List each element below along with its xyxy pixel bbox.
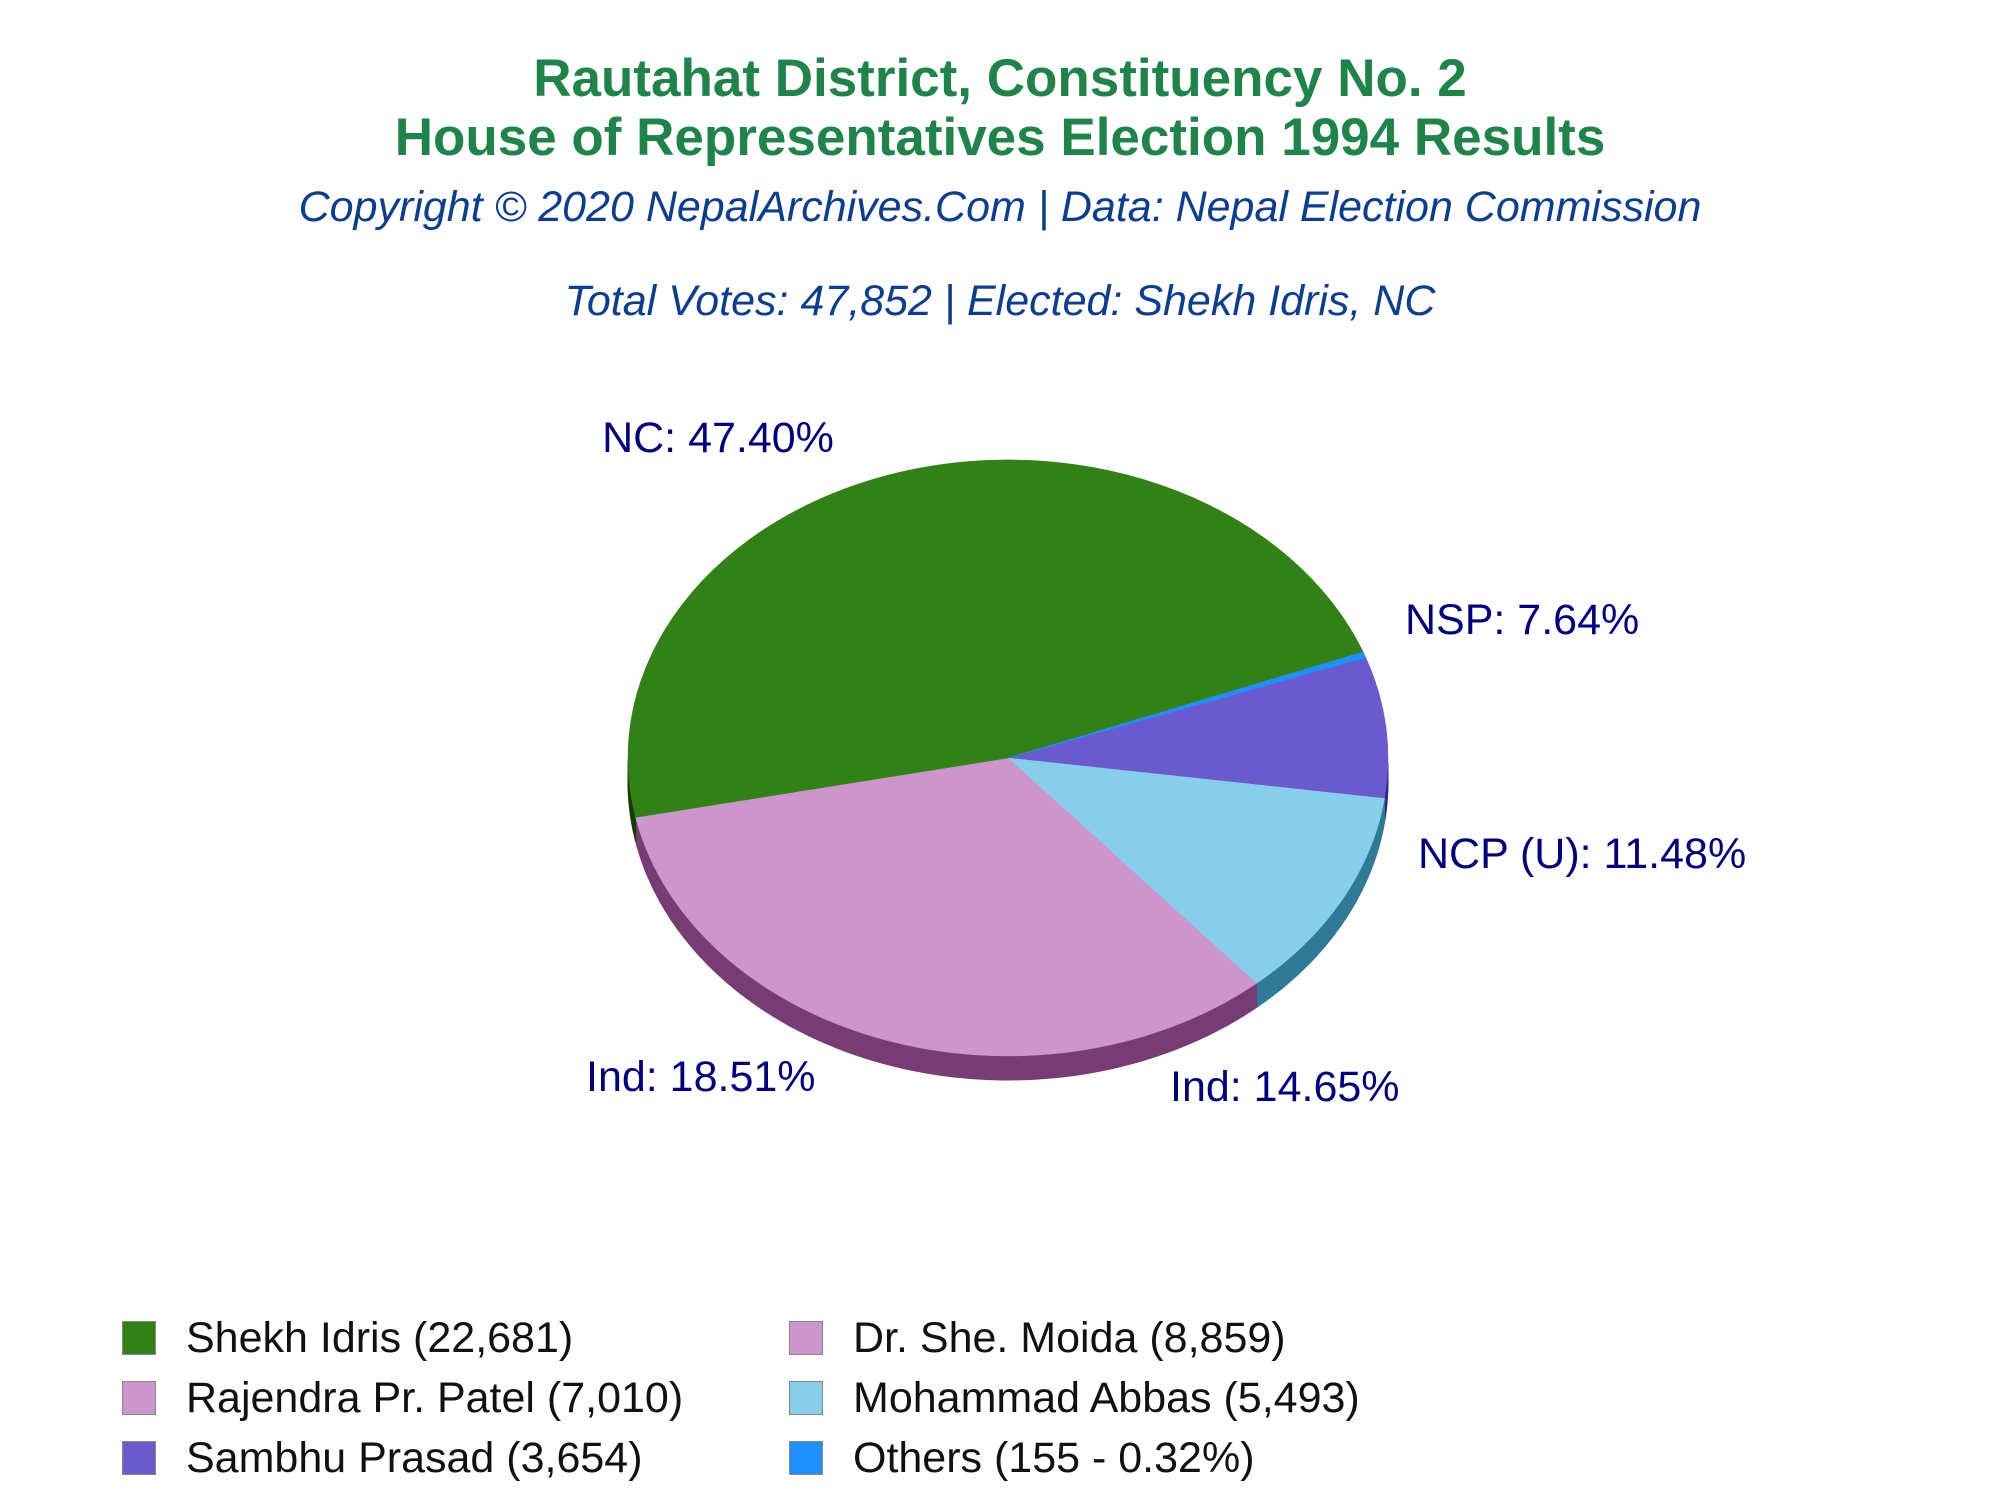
legend-swatch	[122, 1441, 156, 1475]
pie-slice-sambhu-prasad	[1007, 657, 1389, 799]
legend-item: Others (155 - 0.32%)	[789, 1433, 1255, 1483]
legend-swatch	[122, 1321, 156, 1355]
legend-swatch	[789, 1381, 823, 1415]
legend-swatch	[789, 1321, 823, 1355]
chart-title-line-1: Rautahat District, Constituency No. 2	[533, 49, 1467, 108]
slice-label-4: NSP: 7.64%	[1405, 596, 1639, 644]
legend-item: Dr. She. Moida (8,859)	[789, 1313, 1286, 1363]
legend-item: Mohammad Abbas (5,493)	[789, 1373, 1360, 1423]
copyright-subtitle: Copyright © 2020 NepalArchives.Com | Dat…	[298, 183, 1702, 231]
slice-label-2: Ind: 14.65%	[1170, 1063, 1400, 1111]
legend-label: Others (155 - 0.32%)	[853, 1433, 1255, 1482]
legend-label: Dr. She. Moida (8,859)	[853, 1313, 1286, 1362]
slice-label-1: Ind: 18.51%	[586, 1053, 816, 1101]
legend-label: Mohammad Abbas (5,493)	[853, 1373, 1360, 1422]
pie-slice-mohammad-abbas	[1007, 757, 1385, 984]
chart-title-line-2: House of Representatives Election 1994 R…	[394, 108, 1606, 167]
legend-swatch	[789, 1441, 823, 1475]
pie-slice-rajendra-pr-patel	[929, 757, 1258, 1057]
pie-slice-others	[1007, 651, 1367, 759]
legend-label: Rajendra Pr. Patel (7,010)	[186, 1373, 684, 1422]
legend-label: Sambhu Prasad (3,654)	[186, 1433, 643, 1482]
slice-label-3: NCP (U): 11.48%	[1418, 830, 1746, 878]
legend-item: Rajendra Pr. Patel (7,010)	[122, 1373, 683, 1423]
legend-item: Shekh Idris (22,681)	[122, 1313, 573, 1363]
slice-label-0: NC: 47.40%	[602, 414, 834, 462]
legend-label: Shekh Idris (22,681)	[186, 1313, 574, 1362]
legend-item: Sambhu Prasad (3,654)	[122, 1433, 643, 1483]
pie-slice-shekh-idris	[627, 459, 1364, 818]
pie-slice-dr-she-moida	[635, 757, 1009, 1050]
legend-swatch	[122, 1381, 156, 1415]
total-votes-subtitle: Total Votes: 47,852 | Elected: Shekh Idr…	[564, 277, 1436, 325]
